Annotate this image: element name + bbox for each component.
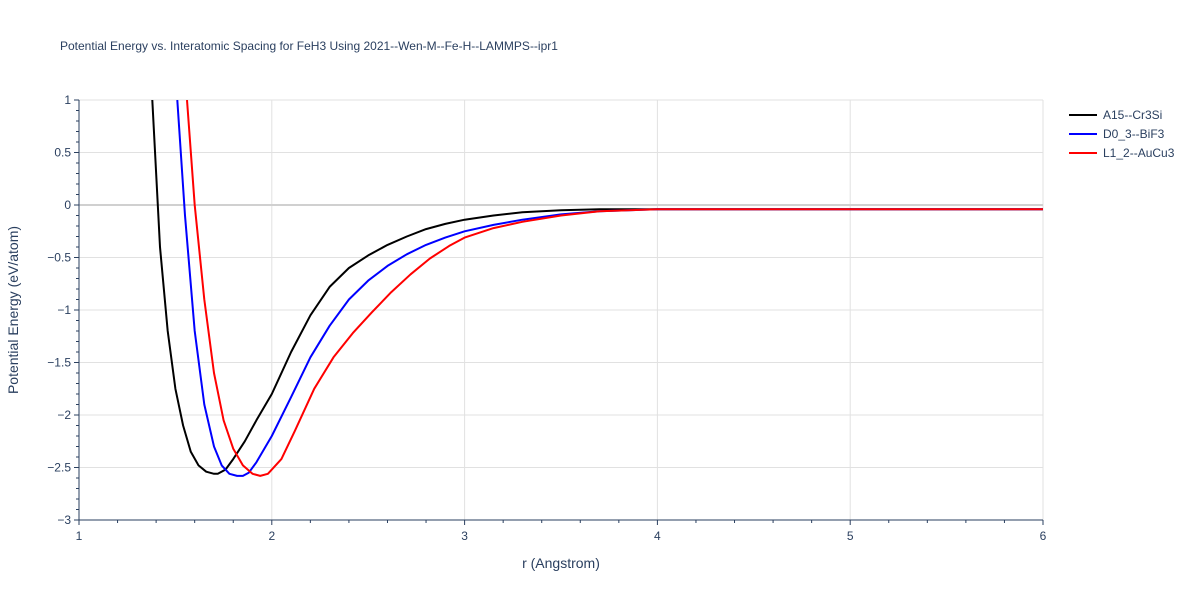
x-tick-label: 1 bbox=[76, 529, 83, 543]
y-tick-label: −2 bbox=[57, 408, 71, 422]
x-axis-title: r (Angstrom) bbox=[522, 555, 600, 571]
y-tick-label: 0 bbox=[64, 198, 71, 212]
chart-title: Potential Energy vs. Interatomic Spacing… bbox=[60, 39, 558, 53]
axes bbox=[74, 99, 1044, 525]
y-tick-label: −1.5 bbox=[47, 356, 71, 370]
x-tick-label: 6 bbox=[1040, 529, 1047, 543]
legend: A15--Cr3Si D0_3--BiF3 L1_2--AuCu3 bbox=[1069, 108, 1175, 160]
series-line-3 bbox=[186, 100, 1043, 477]
legend-label: A15--Cr3Si bbox=[1103, 108, 1162, 122]
series-lines bbox=[151, 100, 1043, 477]
y-axis-title: Potential Energy (eV/atom) bbox=[5, 226, 21, 394]
grid-lines bbox=[79, 99, 1044, 520]
legend-label: L1_2--AuCu3 bbox=[1103, 146, 1175, 160]
y-tick-label: −3 bbox=[57, 513, 71, 527]
y-tick-labels: 1 0.5 0 −0.5 −1 −1.5 −2 −2.5 −3 bbox=[47, 93, 71, 527]
y-tick-label: 1 bbox=[64, 93, 71, 107]
x-tick-label: 3 bbox=[461, 529, 468, 543]
legend-label: D0_3--BiF3 bbox=[1103, 127, 1165, 141]
x-tick-label: 4 bbox=[654, 529, 661, 543]
y-tick-label: −2.5 bbox=[47, 461, 71, 475]
x-tick-label: 5 bbox=[847, 529, 854, 543]
series-line-1 bbox=[151, 100, 1043, 475]
y-tick-label: 0.5 bbox=[54, 146, 71, 160]
y-tick-label: −0.5 bbox=[47, 251, 71, 265]
x-tick-label: 2 bbox=[268, 529, 275, 543]
x-tick-labels: 1 2 3 4 5 6 bbox=[76, 529, 1047, 543]
y-tick-label: −1 bbox=[57, 303, 71, 317]
